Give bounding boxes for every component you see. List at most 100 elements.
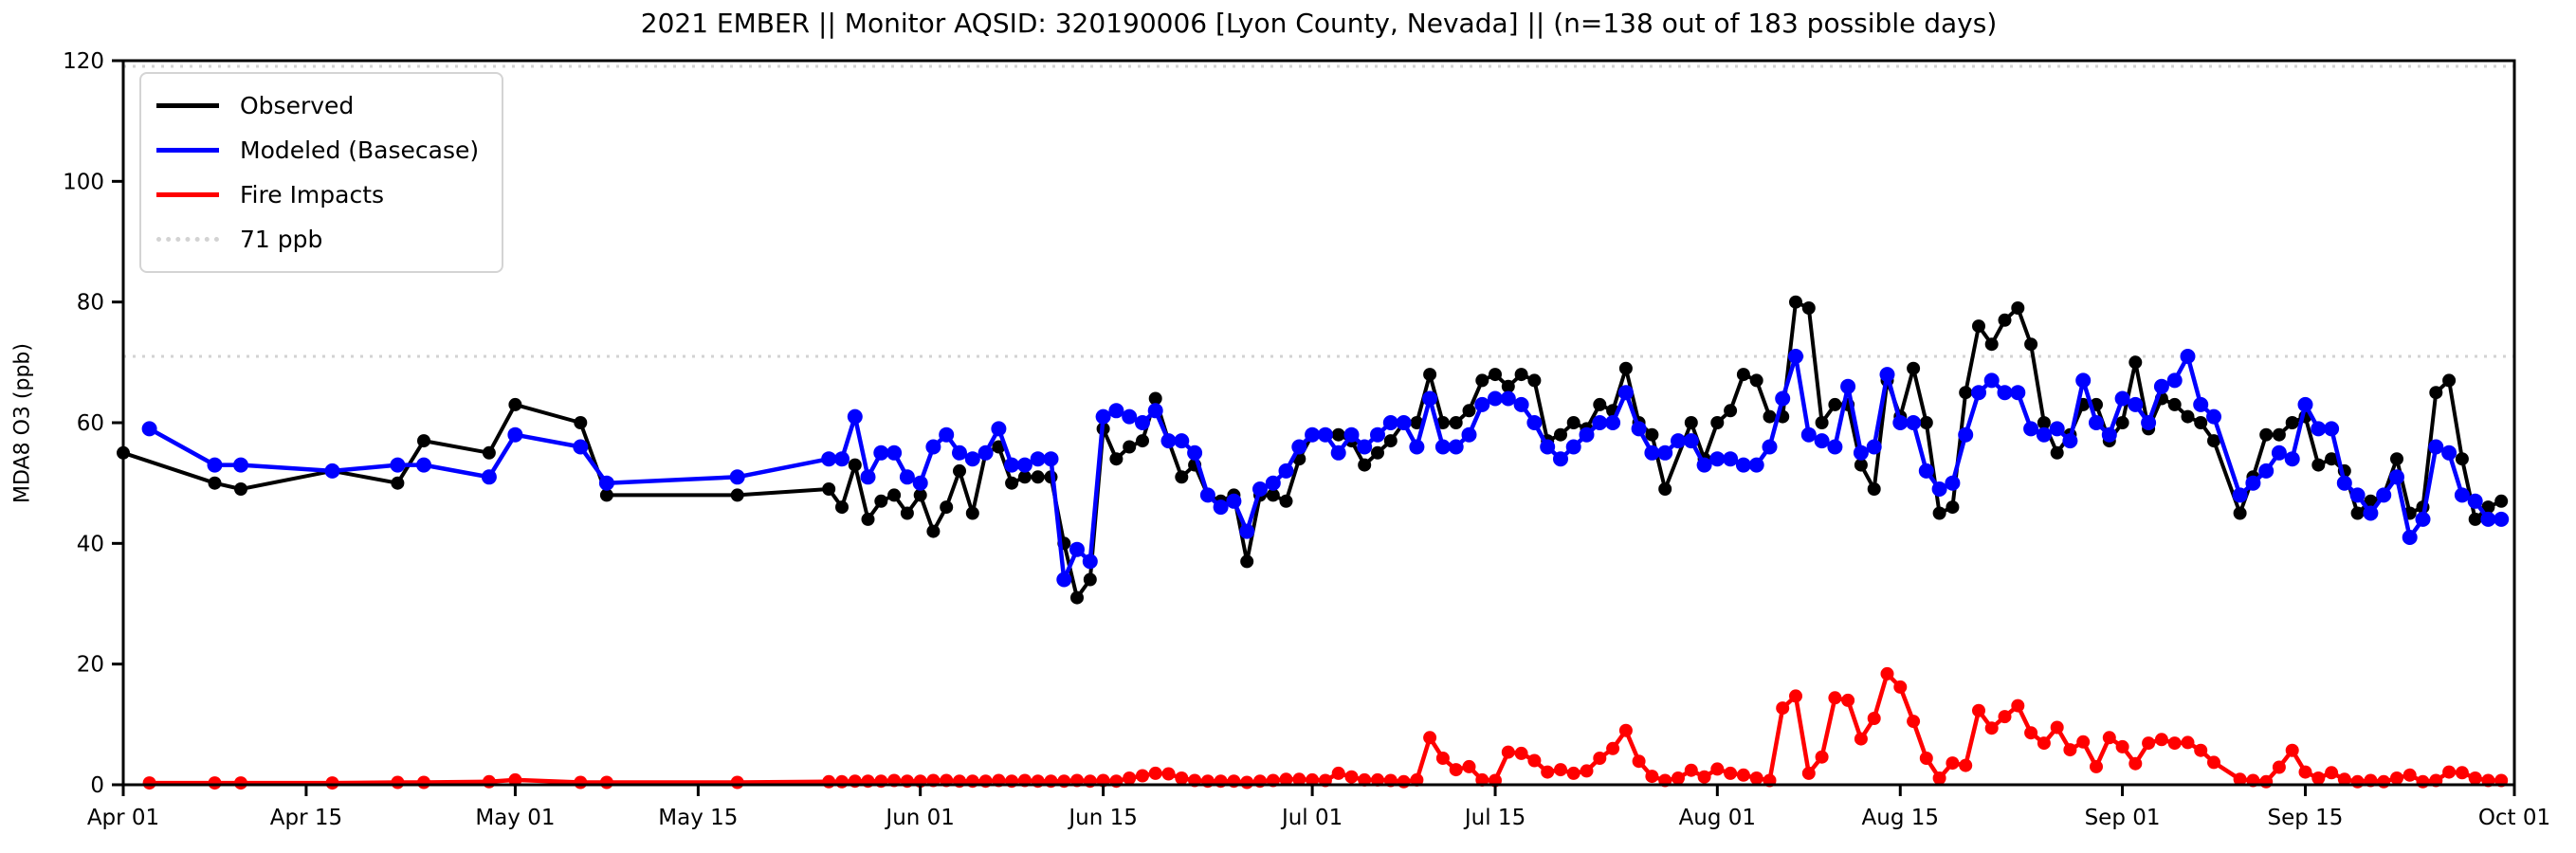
data-point (1175, 771, 1189, 785)
data-point (1213, 499, 1229, 516)
data-point (2245, 475, 2261, 491)
data-point (2285, 743, 2299, 757)
data-point (964, 451, 980, 467)
data-point (940, 500, 954, 515)
data-point (2428, 439, 2444, 455)
data-point (821, 451, 837, 467)
data-point (1671, 433, 1686, 449)
data-point (2376, 487, 2392, 503)
data-point (1526, 415, 1543, 430)
data-point (991, 421, 1007, 437)
data-point (1343, 426, 1360, 443)
data-point (2233, 772, 2247, 787)
series-line (149, 671, 2502, 786)
data-point (730, 775, 744, 789)
data-point (1632, 754, 1646, 769)
data-point (1854, 732, 1868, 746)
data-point (2415, 511, 2431, 527)
data-point (835, 500, 849, 515)
data-point (234, 482, 247, 496)
data-point (1554, 427, 1567, 442)
data-point (1123, 440, 1137, 454)
data-point (847, 408, 863, 425)
legend-item-fire: Fire Impacts (156, 172, 479, 217)
data-point (1056, 572, 1072, 588)
modeled-line-icon (156, 148, 219, 153)
data-point (2075, 372, 2092, 389)
data-point (2036, 426, 2052, 443)
data-point (2101, 426, 2117, 443)
data-point (1971, 385, 1986, 401)
x-tick-label: May 15 (658, 806, 738, 830)
data-point (2455, 452, 2469, 466)
data-point (1252, 481, 1268, 497)
data-point (1815, 750, 1829, 764)
data-point (1684, 416, 1698, 429)
data-point (2442, 373, 2457, 388)
data-point (2206, 408, 2221, 425)
data-point (2259, 427, 2274, 442)
data-point (2390, 452, 2403, 466)
data-point (1410, 416, 1424, 429)
data-point (599, 488, 613, 502)
data-point (1031, 470, 1045, 484)
data-point (1462, 404, 1476, 418)
data-point (2272, 427, 2286, 442)
x-tick-label: May 01 (475, 806, 555, 830)
data-point (1984, 721, 1999, 735)
dotted-line-icon (156, 237, 219, 242)
data-point (1879, 367, 1895, 383)
data-point (2194, 743, 2208, 757)
data-point (730, 488, 744, 502)
observed-line-icon (156, 103, 219, 108)
data-point (324, 463, 340, 479)
data-point (2390, 771, 2403, 785)
data-point (598, 475, 614, 491)
data-point (2090, 759, 2103, 773)
data-point (2481, 500, 2495, 515)
x-tick-label: Jun 15 (1067, 806, 1138, 830)
x-tick-label: Aug 01 (1679, 806, 1757, 830)
data-point (1931, 481, 1947, 497)
data-point (233, 457, 248, 473)
data-point (2467, 493, 2483, 509)
data-point (1240, 775, 1254, 789)
data-point (1291, 439, 1307, 455)
data-point (2402, 768, 2417, 782)
data-point (1409, 439, 1425, 455)
data-point (574, 775, 588, 789)
data-point (1279, 772, 1293, 787)
data-point (1474, 396, 1490, 412)
series-line (148, 354, 2502, 582)
legend-item-threshold: 71 ppb (156, 217, 479, 262)
fire-line-icon (156, 192, 219, 197)
data-point (2167, 397, 2182, 411)
data-point (1330, 445, 1346, 461)
data-point (1724, 404, 1738, 418)
data-point (573, 439, 589, 455)
data-point (2024, 337, 2038, 352)
data-point (1136, 769, 1149, 783)
data-point (2063, 743, 2077, 757)
data-point (2115, 416, 2129, 429)
data-point (1541, 765, 1555, 779)
data-point (1514, 746, 1528, 760)
data-point (1709, 451, 1726, 467)
data-point (208, 476, 222, 490)
data-point (2194, 416, 2208, 429)
data-point (1932, 771, 1946, 785)
data-point (1422, 390, 1438, 407)
data-point (1004, 457, 1020, 473)
data-point (2115, 739, 2129, 753)
data-point (1501, 379, 1515, 393)
data-point (481, 469, 497, 485)
data-point (2494, 494, 2509, 508)
data-point (977, 445, 994, 461)
data-point (1305, 426, 1321, 443)
x-tick-label: Sep 15 (2268, 806, 2344, 830)
data-point (2089, 415, 2104, 430)
data-point (1122, 408, 1138, 425)
data-point (2011, 699, 2025, 713)
data-point (2128, 756, 2143, 771)
